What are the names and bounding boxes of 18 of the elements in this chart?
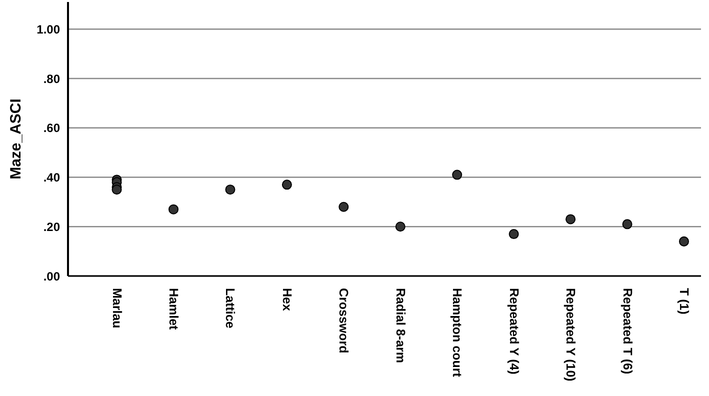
x-tick-label: Hamlet (166, 288, 180, 331)
x-tick-label: Repeated Y (10) (564, 288, 578, 382)
x-tick-label: Crossword (336, 288, 351, 354)
y-tick-label: .80 (43, 72, 60, 86)
y-tick-label: .40 (43, 170, 60, 185)
x-tick-label: Marlau (110, 288, 124, 328)
y-tick-label: .60 (43, 121, 60, 136)
x-tick-label: Repeated Y (4) (506, 288, 521, 374)
x-tick-label: T (1) (676, 288, 691, 314)
x-tick-label: Hampton court (450, 288, 464, 378)
x-tick-label: Repeated T (6) (620, 288, 634, 374)
x-tick-label: Radial 8-arm (393, 288, 408, 364)
y-tick-label: 1.00 (36, 22, 60, 36)
y-tick-label: .20 (43, 220, 60, 234)
y-axis-title: Maze_ASCI (7, 98, 24, 180)
x-tick-label: Hex (280, 288, 294, 311)
y-tick-label: .00 (43, 269, 60, 284)
x-tick-label: Lattice (223, 288, 238, 328)
